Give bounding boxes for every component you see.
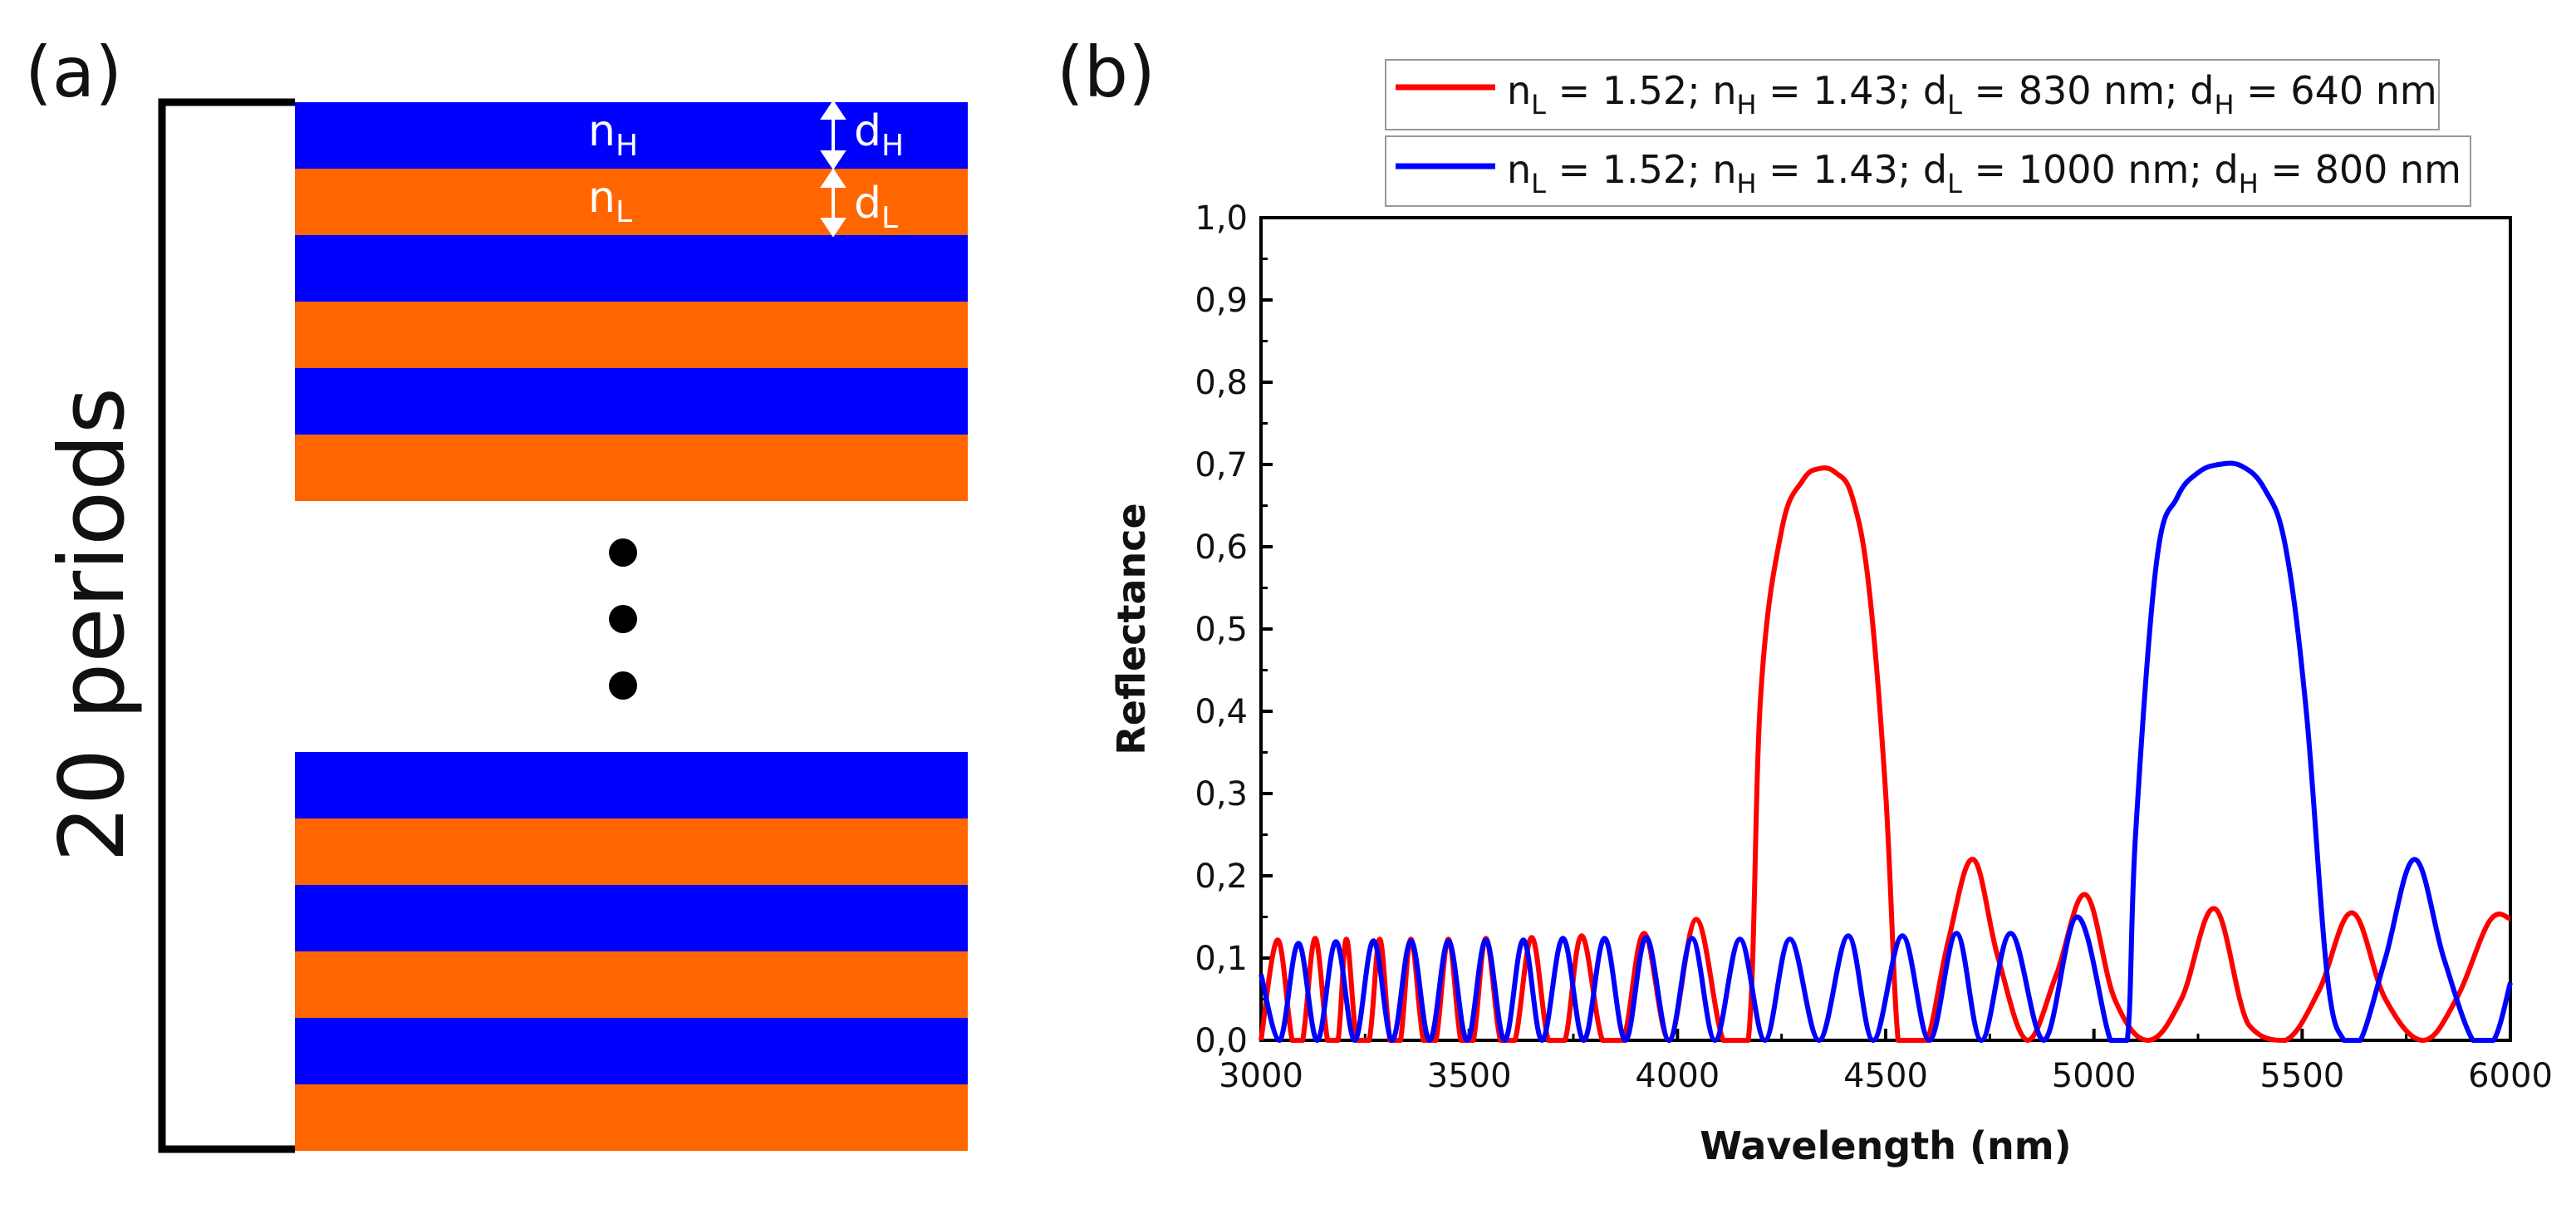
y-tick-label: 0,3 [1195, 775, 1248, 813]
layer-low-index [295, 951, 968, 1018]
y-tick-label: 1,0 [1195, 199, 1248, 238]
series-line-red [1259, 465, 2511, 1043]
legend-label-red: nL = 1.52; nH = 1.43; dL = 830 nm; dH = … [1507, 68, 2437, 120]
layer-low-index-label: nL [588, 173, 632, 229]
layer-high-index [295, 752, 968, 818]
multilayer-stack [295, 102, 968, 1151]
legend: nL = 1.52; nH = 1.43; dL = 830 nm; dH = … [1385, 59, 2471, 207]
y-tick-label: 0,8 [1195, 364, 1248, 402]
y-tick-label: 0,5 [1195, 611, 1248, 649]
y-tick-label: 0,0 [1195, 1022, 1248, 1060]
ellipsis-dot [609, 538, 637, 567]
y-axis-ticks: 0,0 0,1 0,2 0,3 0,4 0,5 0,6 0,7 0,8 0,9 1,0 [1195, 199, 1273, 1060]
x-tick-label: 5500 [2260, 1057, 2344, 1095]
plot-area: 3000 3500 4000 4500 5000 5500 6000 0,00,10,20,… [1195, 199, 2553, 1095]
ellipsis-dot [609, 605, 637, 633]
y-tick-label: 0,7 [1195, 446, 1248, 484]
layer-high-index [295, 368, 968, 435]
panel-b-label: (b) [1057, 32, 1156, 113]
layer-high-index [295, 1018, 968, 1084]
layer-low-index [295, 169, 968, 235]
layer-low-index [295, 435, 968, 501]
layer-high-index-label: nH [588, 106, 638, 163]
layer-high-index [295, 885, 968, 951]
series-line-blue [1259, 460, 2513, 1043]
y-tick-label: 0,4 [1195, 693, 1248, 731]
y-tick-label: 0,1 [1195, 940, 1248, 978]
series-group [1259, 460, 2513, 1043]
layer-low-thickness-label: dL [854, 179, 898, 235]
layer-high-thickness-label: dH [854, 106, 904, 163]
layer-low-index [295, 1084, 968, 1151]
x-tick-label: 4500 [1843, 1057, 1928, 1095]
legend-label-blue: nL = 1.52; nH = 1.43; dL = 1000 nm; dH =… [1507, 147, 2461, 199]
x-tick-label: 4000 [1635, 1057, 1720, 1095]
legend-box-red [1385, 59, 2440, 130]
thickness-arrow-low [820, 168, 846, 238]
x-axis-ticks: 3000 3500 4000 4500 5000 5500 6000 [1219, 1029, 2553, 1095]
x-axis-label: Wavelength (nm) [1700, 1123, 2071, 1168]
y-tick-label: 0,9 [1195, 282, 1248, 320]
legend-box-blue [1385, 135, 2471, 207]
x-tick-label: 6000 [2468, 1057, 2553, 1095]
thickness-arrow-high [820, 100, 846, 170]
layer-low-index [295, 818, 968, 885]
x-tick-label: 3000 [1219, 1057, 1303, 1095]
panel-a-label: (a) [25, 32, 123, 113]
y-tick-label: 0,2 [1195, 858, 1248, 896]
ellipsis-dot [609, 671, 637, 700]
period-bracket [158, 98, 295, 1153]
x-tick-label: 5000 [2052, 1057, 2137, 1095]
layer-high-index [295, 102, 968, 169]
x-tick-label: 3500 [1427, 1057, 1512, 1095]
y-tick-label: 0,6 [1195, 528, 1248, 567]
layer-low-index [295, 302, 968, 368]
y-axis-label: Reflectance [1109, 503, 1154, 754]
layer-high-index [295, 235, 968, 302]
periods-label: 20 periods [41, 387, 145, 863]
